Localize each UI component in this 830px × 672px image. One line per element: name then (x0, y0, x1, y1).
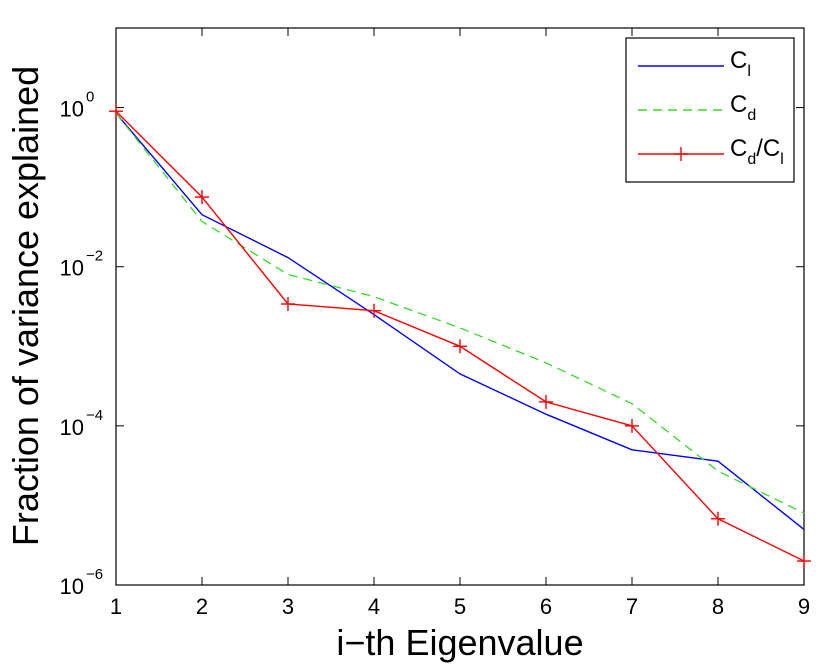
series-point-2 (625, 418, 639, 433)
series-layer (109, 104, 811, 569)
series-point-2 (109, 104, 123, 119)
x-tick-label: 1 (110, 594, 122, 619)
legend: Cl Cd Cd/Cl (625, 37, 795, 183)
legend-label-1: Cd (730, 91, 756, 124)
x-tick-label: 2 (196, 594, 208, 619)
y-tick-label: 10 (60, 97, 84, 122)
x-tick-label: 4 (368, 594, 380, 619)
series-point-2 (711, 511, 725, 526)
series-point-2 (367, 303, 381, 318)
x-tick-label: 6 (540, 594, 552, 619)
x-tick-label: 3 (282, 594, 294, 619)
y-axis-label: Fraction of variance explained (5, 66, 46, 546)
x-tick-label: 8 (712, 594, 724, 619)
y-tick-exponent: −2 (86, 248, 103, 265)
series-point-2 (453, 339, 467, 354)
series-line-0 (115, 112, 805, 530)
series-line-1 (115, 112, 805, 514)
series-point-2 (797, 554, 811, 569)
y-tick-exponent: −4 (86, 407, 103, 424)
x-tick-label: 7 (626, 594, 638, 619)
y-tick-exponent: −6 (86, 566, 103, 583)
series-point-2 (281, 296, 295, 311)
legend-label-0: Cl (730, 47, 751, 80)
series-point-2 (539, 394, 553, 409)
y-tick-label: 10 (60, 256, 84, 281)
legend-label-2: Cd/Cl (730, 135, 784, 168)
y-tick-label: 10 (60, 415, 84, 440)
y-tick-label: 10 (60, 574, 84, 599)
y-tick-exponent: 0 (86, 89, 94, 106)
series-point-2 (195, 190, 209, 205)
x-tick-label: 9 (798, 594, 810, 619)
x-tick-label: 5 (454, 594, 466, 619)
x-axis-label: i−th Eigenvalue (336, 622, 583, 663)
